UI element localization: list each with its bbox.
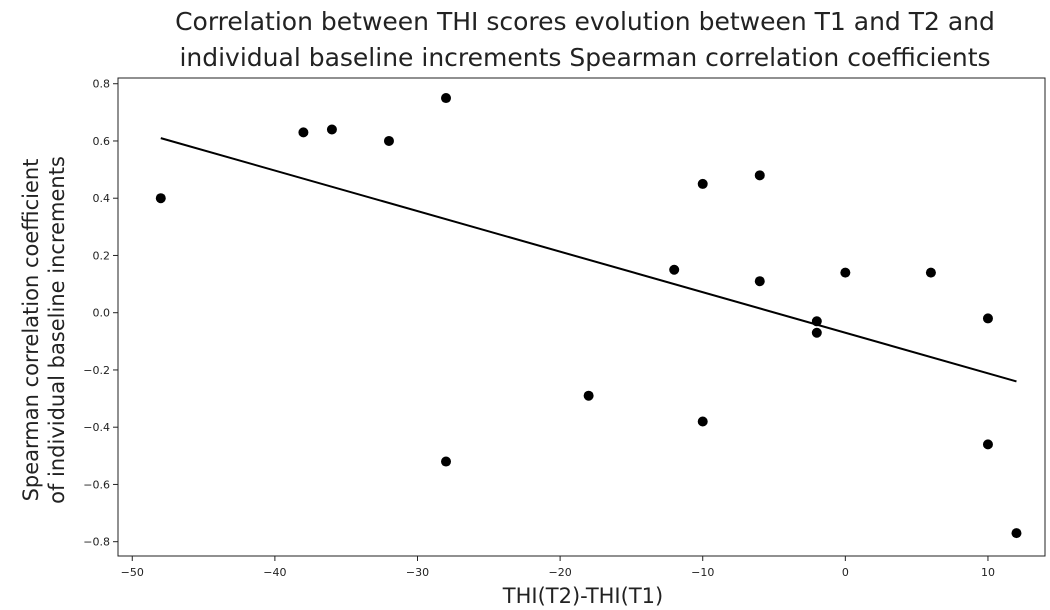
data-point [697, 178, 708, 189]
plot-area-frame [117, 77, 1046, 557]
x-tick-label: 0 [842, 566, 849, 579]
x-axis-label: THI(T2)-THI(T1) [502, 584, 663, 608]
data-point [925, 267, 936, 278]
y-tick-label: −0.8 [83, 536, 110, 549]
y-axis-label-line: of individual baseline increments [45, 156, 69, 504]
chart-title-line: Correlation between THI scores evolution… [175, 7, 995, 36]
data-point [982, 439, 993, 450]
y-axis-ticks: 0.8 0.6 0.4 0.2 0.0 −0.2 −0.4 −0.6 −0.8 [83, 78, 118, 549]
chart-title: Correlation between THI scores evolution… [175, 7, 995, 72]
data-point [811, 316, 822, 327]
y-tick-label: −0.6 [83, 478, 110, 491]
data-point [840, 267, 851, 278]
data-point [669, 264, 680, 275]
data-point [982, 313, 993, 324]
y-tick-label: −0.2 [83, 364, 110, 377]
y-tick-label: −0.4 [83, 421, 110, 434]
x-tick-label: −40 [263, 566, 286, 579]
fit-line-group [160, 137, 1017, 383]
chart-title-line: individual baseline increments Spearman … [179, 43, 990, 72]
data-point [1011, 528, 1022, 539]
y-tick-label: 0.8 [93, 78, 111, 91]
y-tick-label: 0.6 [93, 135, 111, 148]
data-point [326, 124, 337, 135]
y-tick-label: 0.4 [93, 192, 111, 205]
data-point [383, 135, 394, 146]
regression-line [160, 137, 1017, 383]
x-tick-label: −30 [406, 566, 429, 579]
data-point [298, 127, 309, 138]
data-point [754, 276, 765, 287]
data-point [583, 390, 594, 401]
y-axis-label: Spearman correlation coefficient of indi… [19, 156, 69, 504]
data-point [697, 416, 708, 427]
data-point [754, 170, 765, 181]
x-tick-label: −20 [548, 566, 571, 579]
data-point [441, 456, 452, 467]
data-point [441, 93, 452, 104]
y-tick-label: 0.2 [93, 249, 111, 262]
y-tick-label: 0.0 [93, 307, 111, 320]
x-axis-ticks: −50 −40 −30 −20 −10 0 10 [121, 556, 995, 579]
x-tick-label: −50 [121, 566, 144, 579]
x-tick-label: 10 [981, 566, 995, 579]
data-points [155, 93, 1022, 539]
data-point [811, 327, 822, 338]
y-axis-label-line: Spearman correlation coefficient [19, 159, 43, 502]
data-point [155, 193, 166, 204]
x-tick-label: −10 [691, 566, 714, 579]
